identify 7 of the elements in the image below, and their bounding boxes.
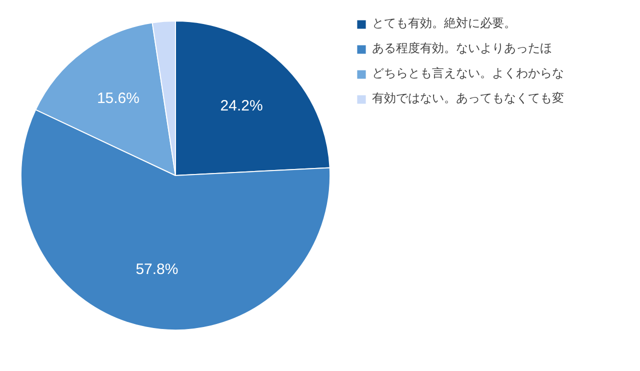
- data-label: 15.6%: [96, 90, 140, 108]
- legend-label: とても有効。絶対に必要。: [372, 15, 516, 32]
- data-label: 57.8%: [136, 261, 178, 278]
- legend-label: ある程度有効。ないよりあったほ: [372, 40, 552, 57]
- legend-label: どちらとも言えない。よくわからな: [372, 65, 564, 82]
- data-label: 24.2%: [220, 98, 263, 115]
- legend-label: 有効ではない。あってもなくても変: [372, 90, 564, 107]
